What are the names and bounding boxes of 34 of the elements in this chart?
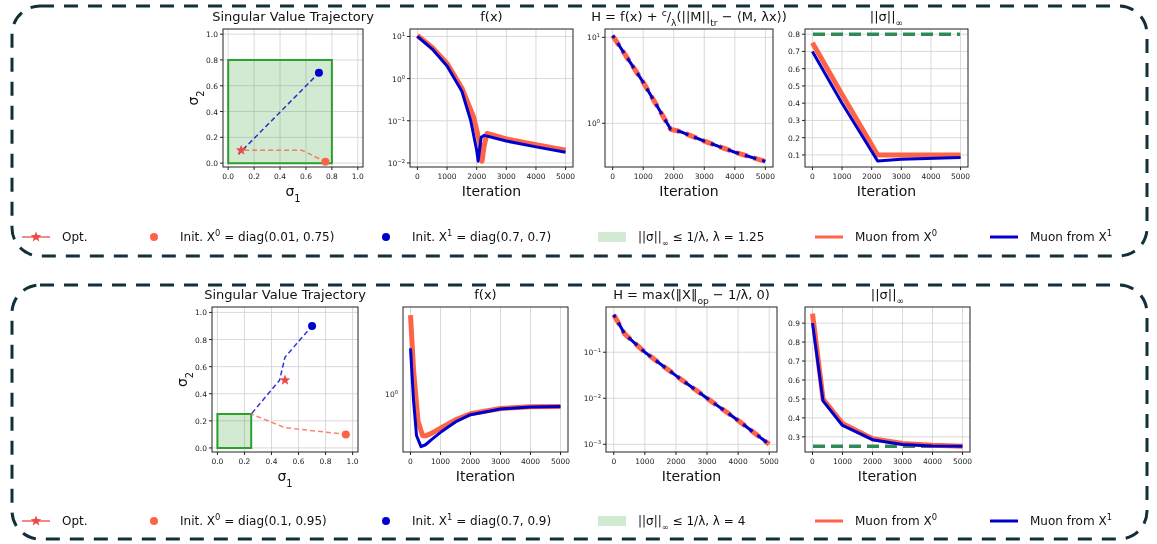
chart-title: ||σ||$_{∞}$ — [870, 287, 905, 306]
legend-label: Muon from X$^{0}$ — [855, 512, 938, 528]
legend-label: Muon from X$^{1}$ — [1030, 512, 1113, 528]
point — [321, 157, 330, 166]
x-axis-title: Iteration — [455, 468, 516, 484]
point — [235, 144, 247, 155]
x-axis-title: σ$_{1}$ — [277, 468, 293, 489]
legend-label: ||σ||$_{∞}$ ≤ 1/λ, λ = 4 — [638, 514, 746, 532]
chart-title: f(x) — [480, 9, 503, 24]
legend-label: Init. X$^{0}$ = diag(0.1, 0.95) — [180, 512, 327, 528]
legend-label: Muon from X$^{1}$ — [1030, 228, 1113, 244]
point — [341, 430, 350, 439]
point — [314, 68, 323, 77]
chart-title: f(x) — [474, 287, 497, 302]
chart-title: ||σ||$_{∞}$ — [869, 9, 904, 28]
x-axis-title: Iteration — [856, 183, 917, 199]
legend-label: Opt. — [62, 514, 88, 528]
x-axis-title: Iteration — [461, 183, 522, 199]
chart-title: Singular Value Trajectory — [212, 9, 375, 24]
chart-title: H = max(‖X‖$_{op}$ − 1/λ, 0) — [613, 287, 770, 306]
x-axis-title: Iteration — [659, 183, 719, 199]
point — [308, 321, 317, 330]
point — [279, 374, 291, 385]
x-axis-title: Iteration — [857, 468, 918, 484]
x-axis-title: Iteration — [661, 468, 722, 484]
legend-label: Muon from X$^{0}$ — [855, 228, 938, 244]
legend-label: Init. X$^{1}$ = diag(0.7, 0.9) — [412, 512, 552, 528]
legend-label: Init. X$^{0}$ = diag(0.01, 0.75) — [180, 228, 335, 244]
chart-title: Singular Value Trajectory — [204, 287, 367, 302]
legend-label: ||σ||$_{∞}$ ≤ 1/λ, λ = 1.25 — [638, 230, 765, 248]
legend-label: Opt. — [62, 230, 88, 244]
legend-label: Init. X$^{1}$ = diag(0.7, 0.7) — [412, 228, 552, 244]
chart-title: H = f(x) + $^{c}$/$_{λ}$(||M||$_{tr}$ − ⟨M, λx⟩) — [591, 8, 787, 28]
x-axis-title: σ$_{1}$ — [285, 183, 301, 204]
